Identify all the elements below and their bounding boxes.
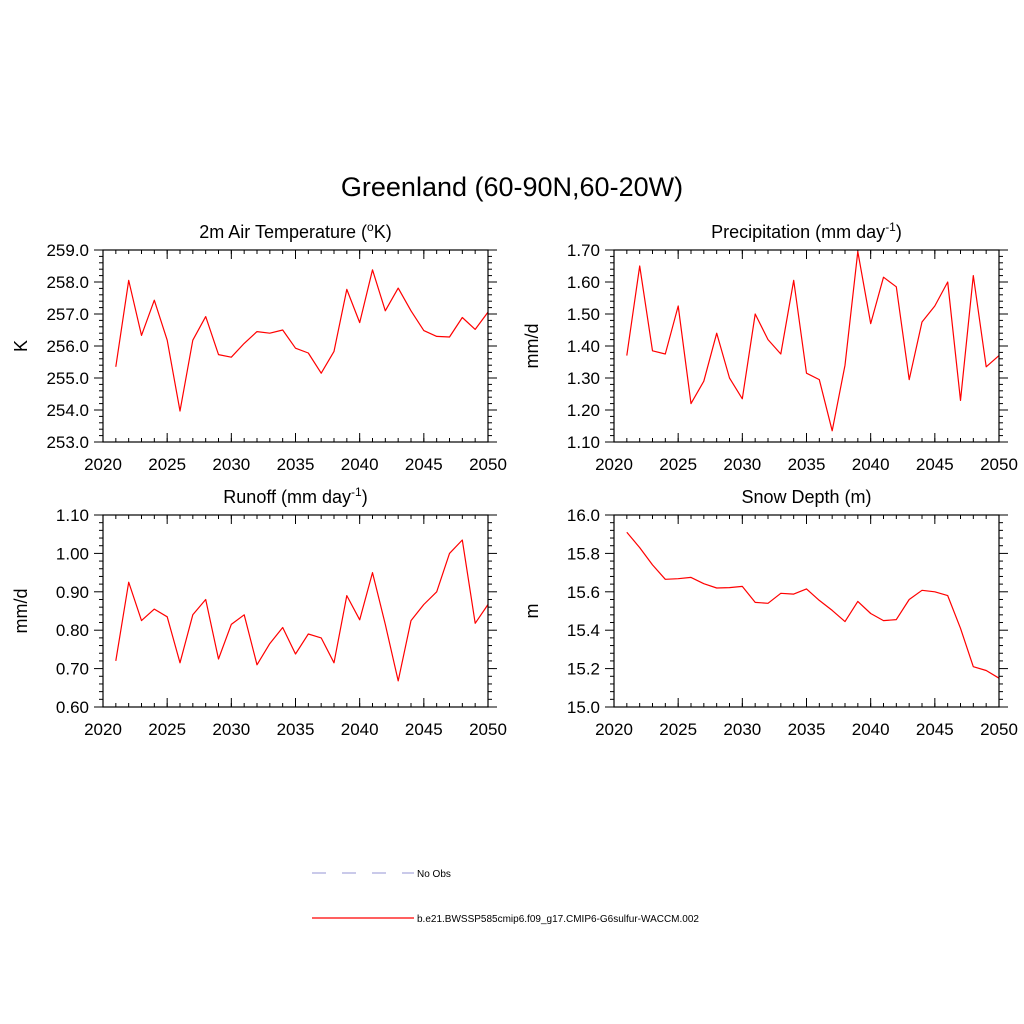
series-line bbox=[115, 539, 489, 682]
x-tick-label: 2040 bbox=[341, 455, 379, 474]
x-tick-label: 2035 bbox=[788, 455, 826, 474]
x-tick-label: 2025 bbox=[148, 720, 186, 739]
panel-4: Snow Depth (m) m 2020 2025 2030 2035 2040 2045 2… bbox=[522, 487, 1018, 739]
panel-title: Precipitation (mm day-1) bbox=[711, 220, 902, 242]
plot-frame bbox=[613, 514, 1000, 708]
y-axis-label: m bbox=[522, 604, 542, 619]
y-tick-label: 253.0 bbox=[46, 433, 89, 452]
panel-title-main: Precipitation (mm day bbox=[711, 222, 885, 242]
x-tick-label: 2030 bbox=[212, 455, 250, 474]
x-tick-label: 2050 bbox=[469, 720, 507, 739]
y-tick-label: 1.70 bbox=[567, 241, 600, 260]
legend-entry: b.e21.BWSSP585cmip6.f09_g17.CMIP6-G6sulf… bbox=[312, 914, 699, 925]
panel-2: Precipitation (mm day-1) mm/d 2020 2025 2030… bbox=[522, 220, 1018, 474]
x-tick-label: 2020 bbox=[84, 455, 122, 474]
x-tick-label: 2025 bbox=[659, 720, 697, 739]
plot-frame bbox=[613, 249, 1000, 443]
legend: No Obs b.e21.BWSSP585cmip6.f09_g17.CMIP6-… bbox=[312, 869, 699, 925]
panel-title-sup: -1 bbox=[885, 220, 896, 234]
panel-title-main: 2m Air Temperature ( bbox=[199, 222, 367, 242]
y-tick-label: 1.60 bbox=[567, 273, 600, 292]
x-tick-label: 2045 bbox=[405, 720, 443, 739]
y-tick-label: 15.4 bbox=[567, 621, 600, 640]
y-axis-label: K bbox=[11, 340, 31, 352]
y-tick-label: 16.0 bbox=[567, 506, 600, 525]
y-tick-label: 256.0 bbox=[46, 337, 89, 356]
x-tick-label: 2030 bbox=[212, 720, 250, 739]
x-tick-label: 2040 bbox=[852, 455, 890, 474]
x-tick-label: 2020 bbox=[595, 720, 633, 739]
y-tick-label: 15.2 bbox=[567, 660, 600, 679]
x-tick-label: 2020 bbox=[595, 455, 633, 474]
legend-entry: No Obs bbox=[312, 869, 451, 880]
y-tick-label: 1.20 bbox=[567, 401, 600, 420]
x-tick-label: 2025 bbox=[659, 455, 697, 474]
series-line bbox=[626, 251, 1000, 432]
x-tick-label: 2050 bbox=[469, 455, 507, 474]
panel-title-tail: K) bbox=[374, 222, 392, 242]
x-tick-label: 2030 bbox=[723, 720, 761, 739]
panel-title: 2m Air Temperature (oK) bbox=[199, 220, 391, 242]
x-tick-label: 2045 bbox=[405, 455, 443, 474]
y-tick-label: 257.0 bbox=[46, 305, 89, 324]
y-tick-label: 254.0 bbox=[46, 401, 89, 420]
y-axis-label: mm/d bbox=[11, 589, 31, 634]
panel-title-sup: -1 bbox=[351, 485, 362, 499]
y-tick-label: 0.70 bbox=[56, 660, 89, 679]
panel-title-main: Snow Depth (m) bbox=[741, 487, 871, 507]
y-tick-label: 1.40 bbox=[567, 337, 600, 356]
x-tick-label: 2035 bbox=[277, 720, 315, 739]
series-line bbox=[626, 531, 1000, 679]
panel-title: Snow Depth (m) bbox=[741, 487, 871, 507]
y-tick-label: 15.0 bbox=[567, 698, 600, 717]
y-tick-label: 0.80 bbox=[56, 621, 89, 640]
y-tick-label: 0.60 bbox=[56, 698, 89, 717]
panel-1: 2m Air Temperature (oK) K 2020 2025 2030 2035… bbox=[11, 220, 507, 474]
panel-title-tail: ) bbox=[362, 487, 368, 507]
x-tick-label: 2045 bbox=[916, 720, 954, 739]
panel-title-main: Runoff (mm day bbox=[223, 487, 351, 507]
x-tick-label: 2040 bbox=[341, 720, 379, 739]
figure-title: Greenland (60-90N,60-20W) bbox=[341, 172, 683, 202]
x-tick-label: 2050 bbox=[980, 455, 1018, 474]
y-tick-label: 0.90 bbox=[56, 583, 89, 602]
legend-label: No Obs bbox=[417, 869, 451, 880]
panel-title-tail: ) bbox=[896, 222, 902, 242]
y-tick-label: 1.00 bbox=[56, 544, 89, 563]
y-tick-label: 258.0 bbox=[46, 273, 89, 292]
x-tick-label: 2030 bbox=[723, 455, 761, 474]
x-tick-label: 2035 bbox=[788, 720, 826, 739]
x-tick-label: 2020 bbox=[84, 720, 122, 739]
plot-frame bbox=[102, 249, 489, 443]
y-tick-label: 15.8 bbox=[567, 544, 600, 563]
plot-frame bbox=[102, 514, 489, 708]
x-tick-label: 2025 bbox=[148, 455, 186, 474]
y-tick-label: 259.0 bbox=[46, 241, 89, 260]
x-tick-label: 2035 bbox=[277, 455, 315, 474]
y-tick-label: 1.30 bbox=[567, 369, 600, 388]
y-tick-label: 255.0 bbox=[46, 369, 89, 388]
y-tick-label: 1.10 bbox=[567, 433, 600, 452]
panel-title-sup: o bbox=[367, 220, 374, 234]
y-tick-label: 15.6 bbox=[567, 583, 600, 602]
panels: 2m Air Temperature (oK) K 2020 2025 2030 2035… bbox=[11, 220, 1018, 739]
y-tick-label: 1.50 bbox=[567, 305, 600, 324]
series-line bbox=[115, 269, 489, 412]
x-tick-label: 2045 bbox=[916, 455, 954, 474]
x-tick-label: 2040 bbox=[852, 720, 890, 739]
panel-title: Runoff (mm day-1) bbox=[223, 485, 367, 507]
y-axis-label: mm/d bbox=[522, 324, 542, 369]
x-tick-label: 2050 bbox=[980, 720, 1018, 739]
legend-label: b.e21.BWSSP585cmip6.f09_g17.CMIP6-G6sulf… bbox=[417, 914, 699, 925]
y-tick-label: 1.10 bbox=[56, 506, 89, 525]
panel-3: Runoff (mm day-1) mm/d 2020 2025 2030 2035 204… bbox=[11, 485, 507, 739]
